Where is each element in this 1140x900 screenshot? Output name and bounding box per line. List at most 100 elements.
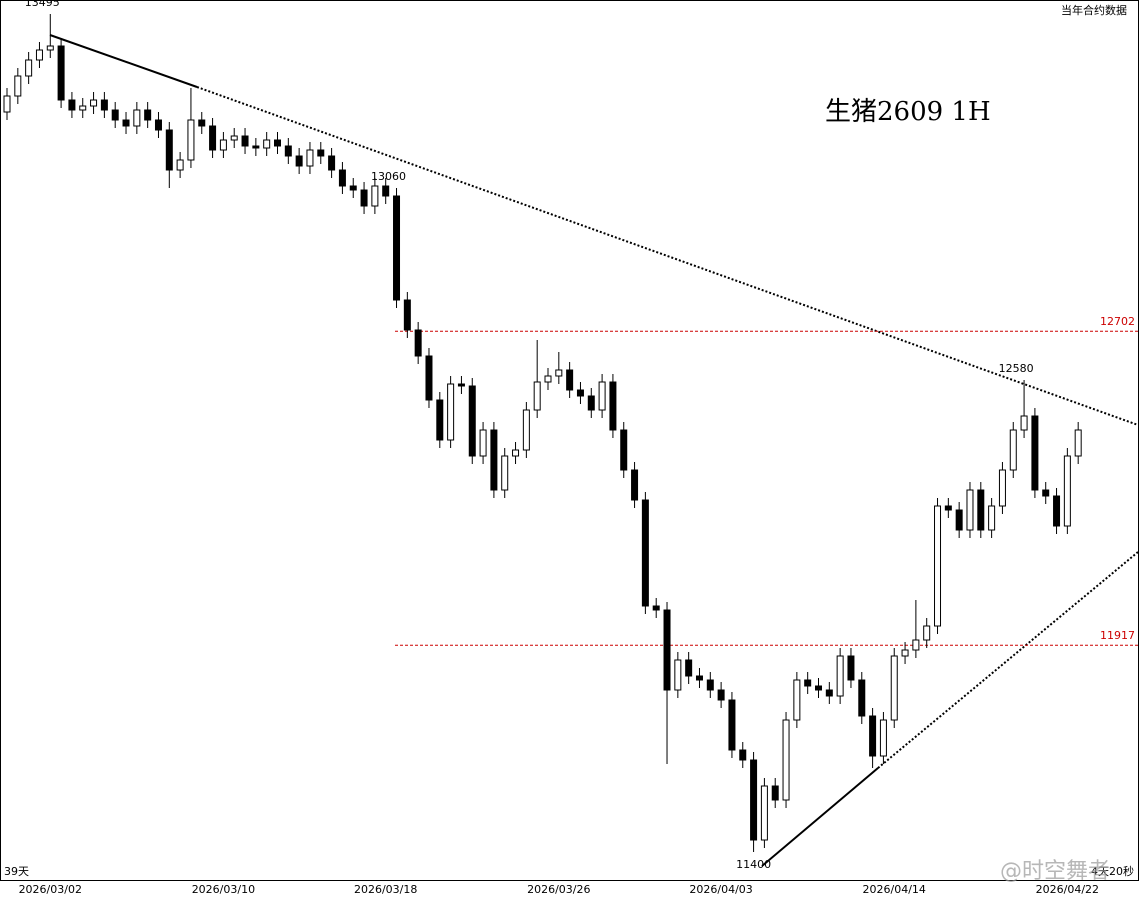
x-tick-label: 2026/03/02 (19, 883, 82, 896)
candle-body (555, 369, 563, 377)
candle-body (988, 505, 996, 531)
candle-body (847, 655, 855, 681)
candle-body (815, 685, 822, 691)
candle-body (901, 649, 909, 657)
subtitle: 当年合约数据 (1061, 3, 1127, 17)
candle-body (879, 719, 887, 757)
candle-body (869, 715, 877, 757)
candle-body (782, 719, 790, 801)
reference-label: 11917 (1100, 629, 1135, 642)
candle-body (631, 469, 639, 501)
candle-body (306, 149, 314, 167)
candle-body (501, 455, 509, 491)
candle-body (695, 675, 703, 681)
candle-body (728, 699, 736, 751)
candle-body (241, 135, 249, 147)
x-tick-label: 2026/04/22 (1036, 883, 1099, 896)
candle-body (804, 679, 812, 687)
candle-body (512, 449, 520, 457)
candle-body (90, 99, 98, 107)
candle-body (447, 383, 455, 441)
candle-body (414, 329, 422, 357)
candle-body (858, 679, 866, 717)
candle-body (425, 355, 433, 401)
candle-body (209, 125, 217, 151)
candle-body (144, 109, 152, 121)
candle-body (609, 381, 617, 431)
candle-body (533, 381, 541, 411)
candle-body (79, 105, 87, 111)
candle-body (706, 679, 714, 691)
candle-body (934, 505, 942, 627)
candle-body (328, 155, 336, 171)
candle-body (252, 145, 260, 149)
candle-body (998, 469, 1006, 507)
candle-body (479, 429, 487, 457)
x-tick-label: 2026/04/03 (689, 883, 752, 896)
candle-body (57, 45, 65, 101)
candle-body (576, 389, 584, 397)
candle-body (923, 625, 931, 641)
candle-body (955, 509, 963, 531)
candle-body (1031, 415, 1039, 491)
trend-line (877, 551, 1139, 769)
candle-body (468, 385, 476, 457)
candle-body (349, 185, 357, 191)
candle-body (685, 659, 693, 677)
candle-body (274, 139, 281, 147)
candle-body (382, 185, 390, 197)
candle-body (122, 119, 130, 127)
candle-body (641, 499, 649, 607)
candle-body (966, 489, 974, 531)
candle-body (890, 655, 898, 721)
candle-body (68, 99, 76, 111)
candle-body (944, 505, 952, 511)
plot-frame (0, 0, 1139, 881)
candle-body (403, 299, 411, 331)
candle-body (100, 99, 108, 111)
trend-line (196, 86, 1139, 426)
candle-body (360, 189, 368, 207)
candle-body (187, 119, 195, 161)
candle-body (263, 139, 271, 149)
candle-body (598, 381, 606, 411)
candle-body (977, 489, 985, 531)
candle-body (165, 129, 173, 171)
chart-title: 生猪2609 1H (825, 97, 991, 127)
candle-body (771, 785, 779, 801)
candle-body (544, 375, 552, 383)
candle-body (566, 369, 574, 391)
candle-body (663, 609, 671, 691)
candle-body (230, 135, 238, 141)
x-tick-label: 2026/04/14 (863, 883, 926, 896)
candle-body (912, 639, 920, 651)
candle-body (1042, 489, 1050, 497)
candle-body (674, 659, 682, 691)
candle-body (35, 49, 43, 61)
candle-body (371, 185, 379, 207)
candle-body (25, 59, 33, 77)
candle-body (198, 119, 206, 127)
candle-body (750, 759, 758, 841)
candle-body (1074, 429, 1082, 457)
candle-body (133, 109, 141, 127)
candle-body (522, 409, 530, 451)
candle-body (652, 605, 660, 611)
candle-body (3, 95, 11, 113)
candle-body (836, 655, 844, 697)
candle-body (457, 383, 465, 387)
candle-body (338, 169, 346, 187)
candle-body (219, 139, 227, 151)
candle-body (490, 429, 498, 491)
price-annotation: 13495 (25, 0, 60, 9)
candle-body (14, 75, 22, 97)
price-annotation: 13060 (371, 170, 406, 183)
watermark: @时空舞者 (1000, 859, 1110, 884)
trend-line (761, 767, 879, 867)
reference-label: 12702 (1100, 315, 1135, 328)
candle-body (587, 395, 595, 411)
x-tick-label: 2026/03/10 (192, 883, 255, 896)
candle-body (1063, 455, 1071, 527)
candle-body (825, 689, 833, 697)
